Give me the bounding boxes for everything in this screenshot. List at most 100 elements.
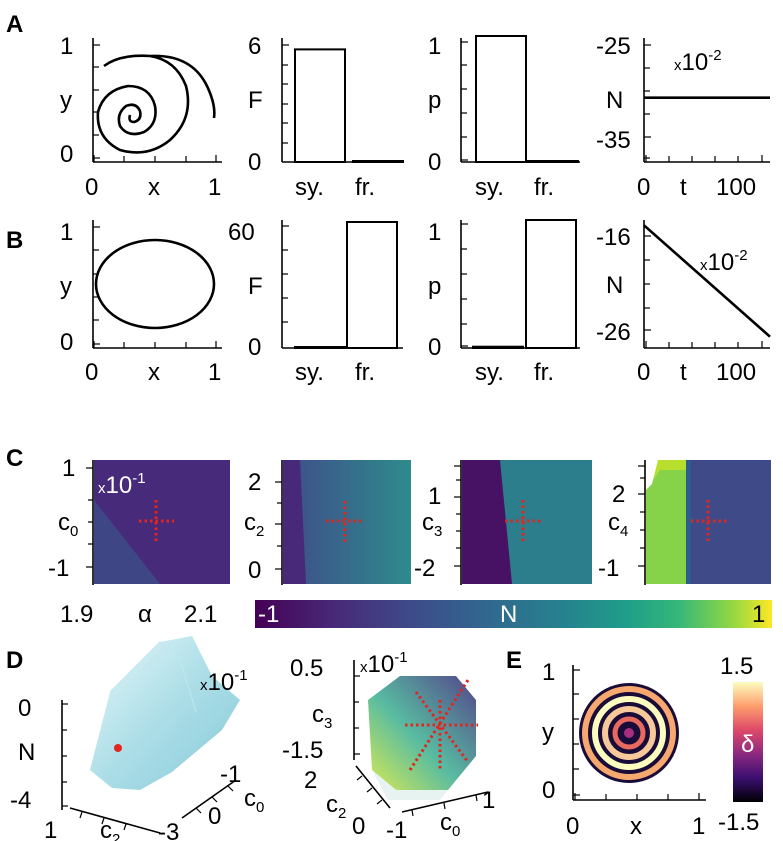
bar-fr <box>346 221 398 349</box>
B-ellipse-ytick-1: 1 <box>60 219 73 246</box>
D-surface-c0-tick-neg1: -1 <box>220 761 241 788</box>
C-c4-ytick-2: 2 <box>612 481 625 508</box>
A-p-bars <box>475 35 579 163</box>
D-cube-c2-tick-0: 0 <box>352 813 365 840</box>
A-N-ytick-top: -25 <box>596 33 631 60</box>
D-cube-c3-tick-0.5: 0.5 <box>290 655 323 682</box>
E-spiral-plot: 1 y 0 0 x 1 <box>542 659 706 840</box>
E-xlabel: x <box>630 813 642 840</box>
bar-fr <box>527 160 579 163</box>
D-surface-ztick-0: 0 <box>18 695 31 722</box>
A-spiral-ytick-1: 1 <box>60 33 73 60</box>
bar-sy <box>475 35 527 163</box>
C-colorbar-min: -1 <box>258 601 279 628</box>
A-p-ytick-0: 0 <box>428 149 441 176</box>
B-N-line-chart: -16 N -26 x10-2 0 t 100 <box>596 220 771 386</box>
A-spiral-xtick-1: 1 <box>208 174 221 201</box>
C-c0-ytick-neg1: -1 <box>48 555 69 582</box>
B-ellipse-xlabel: x <box>148 359 160 386</box>
C-heatmap-c2: 2 c2 0 <box>244 460 411 585</box>
B-N-ytick-bottom: -26 <box>596 319 631 346</box>
C-c3-marker <box>505 500 542 542</box>
B-N-scale: x10-2 <box>700 247 748 276</box>
A-N-xlabel: t <box>680 174 687 201</box>
A-F-ylabel: F <box>248 87 263 114</box>
C-xtick-1.9: 1.9 <box>60 601 93 628</box>
C-heatmap-c3: 1 c3 -2 <box>414 460 592 585</box>
D-cube-c2-label: c2 <box>326 791 346 822</box>
C-c0-scale: x10-1 <box>98 470 146 499</box>
C-c3-ylabel: c3 <box>422 509 442 540</box>
D-surface-c0-tick-0: 0 <box>208 803 221 830</box>
D-surface-plot: x10-1 0 N -4 1 c2 -3 -1 0 c0 <box>10 636 264 841</box>
E-ytick-0: 0 <box>542 777 555 804</box>
spiral-curve <box>96 54 216 154</box>
C-colorbar-label: N <box>500 601 517 628</box>
A-F-bar-chart: 6 F 0 sy. fr. <box>248 33 404 201</box>
D-cube-c3-label: c3 <box>312 701 332 732</box>
panel-label-C: C <box>6 445 23 472</box>
E-ylabel: y <box>542 719 554 746</box>
D-cube-c0-label: c0 <box>440 809 460 840</box>
A-spiral-xlabel: x <box>148 174 160 201</box>
E-colorbar-min: -1.5 <box>718 809 759 836</box>
A-spiral-plot: 1 y 0 0 x 1 <box>60 33 222 201</box>
bar-fr <box>525 219 577 349</box>
B-F-ylabel: F <box>248 273 263 300</box>
ellipse-curve <box>94 238 216 330</box>
A-p-bar-chart: 1 p 0 sy. fr. <box>428 33 580 201</box>
E-xtick-1: 1 <box>692 813 705 840</box>
C-xtick-2.1: 2.1 <box>184 601 217 628</box>
B-N-series-line <box>643 224 771 338</box>
panel-label-A: A <box>6 11 23 38</box>
D-surface-c2-label: c2 <box>100 817 120 841</box>
B-ellipse-xtick-0: 0 <box>85 359 98 386</box>
C-c4-ylabel: c4 <box>608 509 628 540</box>
D-surface-c2-tick-neg3: -3 <box>158 819 179 841</box>
B-N-ytick-top: -16 <box>596 224 631 251</box>
A-N-xtick-100: 100 <box>716 174 756 201</box>
B-N-xtick-100: 100 <box>716 359 756 386</box>
C-c0-marker <box>139 500 174 542</box>
A-spiral-ytick-0: 0 <box>60 141 73 168</box>
C-colorbar-max: 1 <box>752 601 765 628</box>
B-ellipse-xtick-1: 1 <box>208 359 221 386</box>
A-N-scale: x10-2 <box>674 47 722 76</box>
B-p-cat-fr: fr. <box>534 359 554 386</box>
B-p-ylabel: p <box>428 273 441 300</box>
B-N-xtick-0: 0 <box>637 359 650 386</box>
A-spiral-xtick-0: 0 <box>85 174 98 201</box>
A-F-cat-fr: fr. <box>355 174 375 201</box>
B-F-ytick-60: 60 <box>228 219 255 246</box>
B-ellipse-ylabel: y <box>60 273 72 300</box>
B-F-bars <box>294 221 398 349</box>
panel-label-D: D <box>6 647 23 674</box>
A-p-ylabel: p <box>428 87 441 114</box>
C-c3-ytick-1: 1 <box>428 483 441 510</box>
B-ellipse-plot: 1 y 0 0 x 1 <box>60 219 222 386</box>
A-p-ytick-1: 1 <box>428 33 441 60</box>
A-p-cat-sy: sy. <box>475 174 504 201</box>
bar-sy <box>294 48 346 164</box>
D-cube-c0-tick-neg1: -1 <box>386 817 407 841</box>
C-c0-ylabel: c0 <box>58 509 78 540</box>
E-colorbar: 1.5 δ -1.5 <box>718 653 763 836</box>
B-p-bars <box>472 219 577 350</box>
B-N-ylabel: N <box>606 272 623 299</box>
D-surface-c2-tick-1: 1 <box>44 817 57 841</box>
bar-sy <box>472 345 524 350</box>
D-surface-c0-label: c0 <box>244 785 264 816</box>
bar-fr <box>352 160 404 163</box>
C-colorbar: -1 N 1 <box>255 600 772 628</box>
B-p-cat-sy: sy. <box>475 359 504 386</box>
A-spiral-ylabel: y <box>60 87 72 114</box>
D-cube-marker <box>405 679 478 771</box>
C-xlabel-alpha: α <box>138 601 152 628</box>
B-F-cat-sy: sy. <box>295 359 324 386</box>
C-c2-ylabel: c2 <box>244 509 264 540</box>
D-surface-scale: x10-1 <box>200 667 248 696</box>
A-F-bars <box>294 48 404 164</box>
A-F-cat-sy: sy. <box>295 174 324 201</box>
A-p-cat-fr: fr. <box>534 174 554 201</box>
D-cube-c2-tick-2: 2 <box>304 767 317 794</box>
